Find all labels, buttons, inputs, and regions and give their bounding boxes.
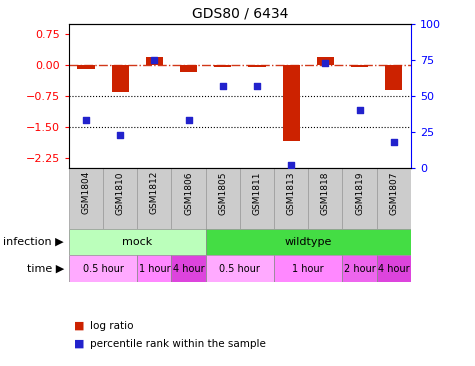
Text: GSM1819: GSM1819: [355, 171, 364, 214]
Point: [219, 83, 227, 89]
Bar: [180, 65, 197, 72]
Point: [356, 107, 363, 113]
Bar: [317, 57, 334, 65]
Point: [82, 117, 90, 123]
Text: ■: ■: [74, 339, 84, 349]
Bar: [206, 229, 411, 255]
Text: GDS80 / 6434: GDS80 / 6434: [192, 6, 288, 20]
Bar: [112, 65, 129, 92]
Point: [322, 60, 329, 66]
Bar: [137, 168, 171, 229]
Text: percentile rank within the sample: percentile rank within the sample: [90, 339, 266, 349]
Text: 1 hour: 1 hour: [293, 264, 324, 273]
Text: GSM1818: GSM1818: [321, 171, 330, 214]
Bar: [137, 255, 171, 282]
Bar: [240, 168, 274, 229]
Bar: [69, 168, 103, 229]
Text: GSM1805: GSM1805: [218, 171, 227, 214]
Point: [253, 83, 261, 89]
Bar: [377, 168, 411, 229]
Bar: [351, 65, 368, 67]
Point: [185, 117, 192, 123]
Bar: [283, 65, 300, 141]
Bar: [77, 65, 95, 69]
Bar: [308, 168, 342, 229]
Bar: [342, 168, 377, 229]
Text: 4 hour: 4 hour: [378, 264, 409, 273]
Point: [287, 162, 295, 168]
Bar: [377, 255, 411, 282]
Text: GSM1806: GSM1806: [184, 171, 193, 214]
Bar: [103, 168, 137, 229]
Text: 4 hour: 4 hour: [173, 264, 204, 273]
Text: wildtype: wildtype: [285, 237, 332, 247]
Bar: [274, 168, 308, 229]
Bar: [206, 168, 240, 229]
Text: 0.5 hour: 0.5 hour: [219, 264, 260, 273]
Text: GSM1811: GSM1811: [253, 171, 261, 214]
Text: GSM1813: GSM1813: [287, 171, 295, 214]
Text: GSM1810: GSM1810: [116, 171, 124, 214]
Text: 0.5 hour: 0.5 hour: [83, 264, 124, 273]
Bar: [385, 65, 402, 90]
Text: time ▶: time ▶: [27, 264, 64, 273]
Bar: [274, 255, 342, 282]
Point: [151, 57, 158, 63]
Bar: [206, 255, 274, 282]
Point: [390, 139, 398, 145]
Text: ■: ■: [74, 321, 84, 331]
Text: 1 hour: 1 hour: [139, 264, 170, 273]
Text: GSM1812: GSM1812: [150, 171, 159, 214]
Text: infection ▶: infection ▶: [3, 237, 64, 247]
Bar: [248, 65, 266, 67]
Bar: [342, 255, 377, 282]
Bar: [69, 255, 137, 282]
Bar: [69, 229, 206, 255]
Bar: [171, 255, 206, 282]
Bar: [171, 168, 206, 229]
Text: log ratio: log ratio: [90, 321, 134, 331]
Text: mock: mock: [122, 237, 152, 247]
Text: GSM1804: GSM1804: [82, 171, 90, 214]
Bar: [146, 57, 163, 65]
Bar: [214, 65, 231, 67]
Text: GSM1807: GSM1807: [390, 171, 398, 214]
Text: 2 hour: 2 hour: [344, 264, 375, 273]
Point: [116, 132, 124, 138]
